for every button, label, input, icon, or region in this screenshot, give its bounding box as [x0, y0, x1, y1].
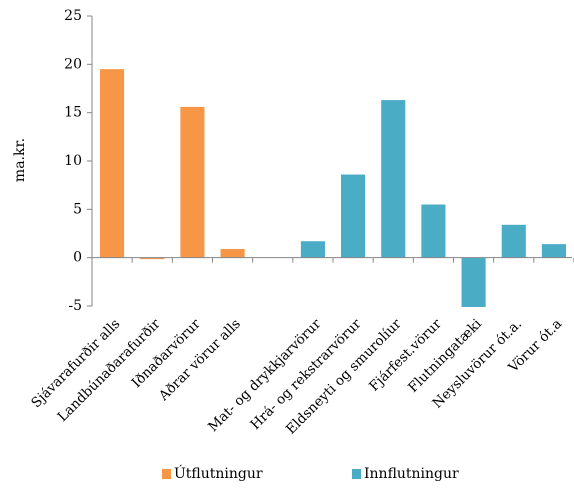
bar-innflutningur-vorur-ot-a	[541, 244, 566, 258]
bar-innflutningur-eldsneyti-og-smuroliur	[381, 100, 406, 258]
axes	[91, 16, 574, 306]
y-tick-label: 10	[64, 153, 82, 169]
y-tick-label: 20	[64, 56, 82, 72]
y-tick-label: 5	[73, 201, 82, 217]
legend-label-innflutningur: Innflutningur	[364, 466, 459, 482]
bar-utflutningur-landbuna-arafur-ir	[140, 257, 165, 260]
bar-utflutningur-i-na-arvorur	[180, 106, 205, 258]
legend-label-utflutningur: Útflutningur	[174, 464, 263, 482]
y-axis-title: ma.kr.	[12, 138, 28, 182]
y-tick-label: 0	[73, 250, 82, 266]
legend-swatch-utflutningur	[162, 469, 171, 479]
legend-swatch-innflutningur	[352, 469, 361, 479]
legend: Útflutningur Innflutningur	[162, 464, 459, 482]
bar-innflutningur-fjarfest-vorur	[421, 204, 446, 258]
y-tick-label: 25	[64, 8, 82, 24]
bar-innflutningur-hra-og-rekstrarvorur	[341, 174, 366, 258]
y-axis-ticks: -5 0 5 10 15 20 25	[64, 8, 92, 314]
bar-innflutningur-flutningat-ki	[461, 257, 486, 307]
bar-innflutningur-mat-og-drykkjarvorur	[300, 241, 325, 258]
bar-utflutningur-a-rar-vorur-alls	[220, 248, 245, 258]
bars	[100, 69, 566, 307]
y-tick-label: -5	[68, 298, 82, 314]
category-labels: Sjávarafurðir allsLandbúnaðarafurðirIðna…	[28, 316, 565, 438]
y-tick-label: 15	[64, 105, 82, 121]
bar-innflutningur-neysluvorur-ot-a	[501, 224, 526, 258]
bar-utflutningur-sjavarafur-ir-alls	[100, 69, 125, 258]
